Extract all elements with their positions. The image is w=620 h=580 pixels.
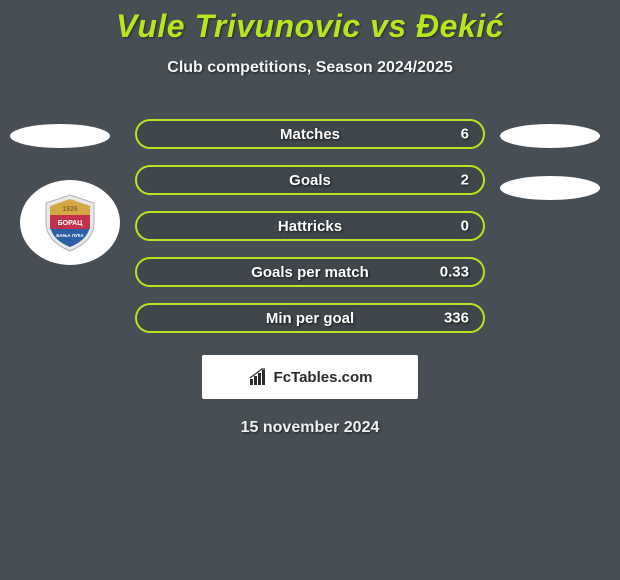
- club-shield-icon: 1926 БОРАЦ БАЊА ЛУКА: [42, 193, 98, 253]
- stats-container: Matches 6 Goals 2 Hattricks 0 Goals per …: [135, 119, 485, 333]
- stat-value: 336: [444, 310, 469, 327]
- stat-row-goals-per-match: Goals per match 0.33: [135, 257, 485, 287]
- logo-name-bottom: БАЊА ЛУКА: [56, 233, 84, 238]
- stat-row-hattricks: Hattricks 0: [135, 211, 485, 241]
- player2-avatar-placeholder-2: [500, 176, 600, 200]
- stat-value: 2: [461, 172, 469, 189]
- player1-name: Vule Trivunovic: [116, 8, 361, 44]
- stat-label: Hattricks: [278, 218, 342, 235]
- player2-avatar-placeholder-1: [500, 124, 600, 148]
- stat-row-min-per-goal: Min per goal 336: [135, 303, 485, 333]
- vs-text: vs: [370, 8, 407, 44]
- chart-icon: [248, 368, 270, 386]
- logo-year: 1926: [62, 206, 78, 213]
- logo-name-top: БОРАЦ: [58, 220, 84, 227]
- stat-row-goals: Goals 2: [135, 165, 485, 195]
- stat-label: Goals per match: [251, 264, 369, 281]
- branding[interactable]: FcTables.com: [202, 355, 418, 399]
- stat-value: 0.33: [440, 264, 469, 281]
- stat-value: 0: [461, 218, 469, 235]
- club-logo: 1926 БОРАЦ БАЊА ЛУКА: [20, 180, 120, 265]
- player1-avatar-placeholder: [10, 124, 110, 148]
- player2-name: Đekić: [416, 8, 504, 44]
- stat-label: Min per goal: [266, 310, 354, 327]
- brand-text: FcTables.com: [274, 369, 373, 386]
- footer-date: 15 november 2024: [0, 419, 620, 437]
- stat-label: Goals: [289, 172, 331, 189]
- stat-label: Matches: [280, 126, 340, 143]
- subtitle: Club competitions, Season 2024/2025: [0, 59, 620, 77]
- stat-value: 6: [461, 126, 469, 143]
- page-title: Vule Trivunovic vs Đekić: [0, 0, 620, 45]
- stat-row-matches: Matches 6: [135, 119, 485, 149]
